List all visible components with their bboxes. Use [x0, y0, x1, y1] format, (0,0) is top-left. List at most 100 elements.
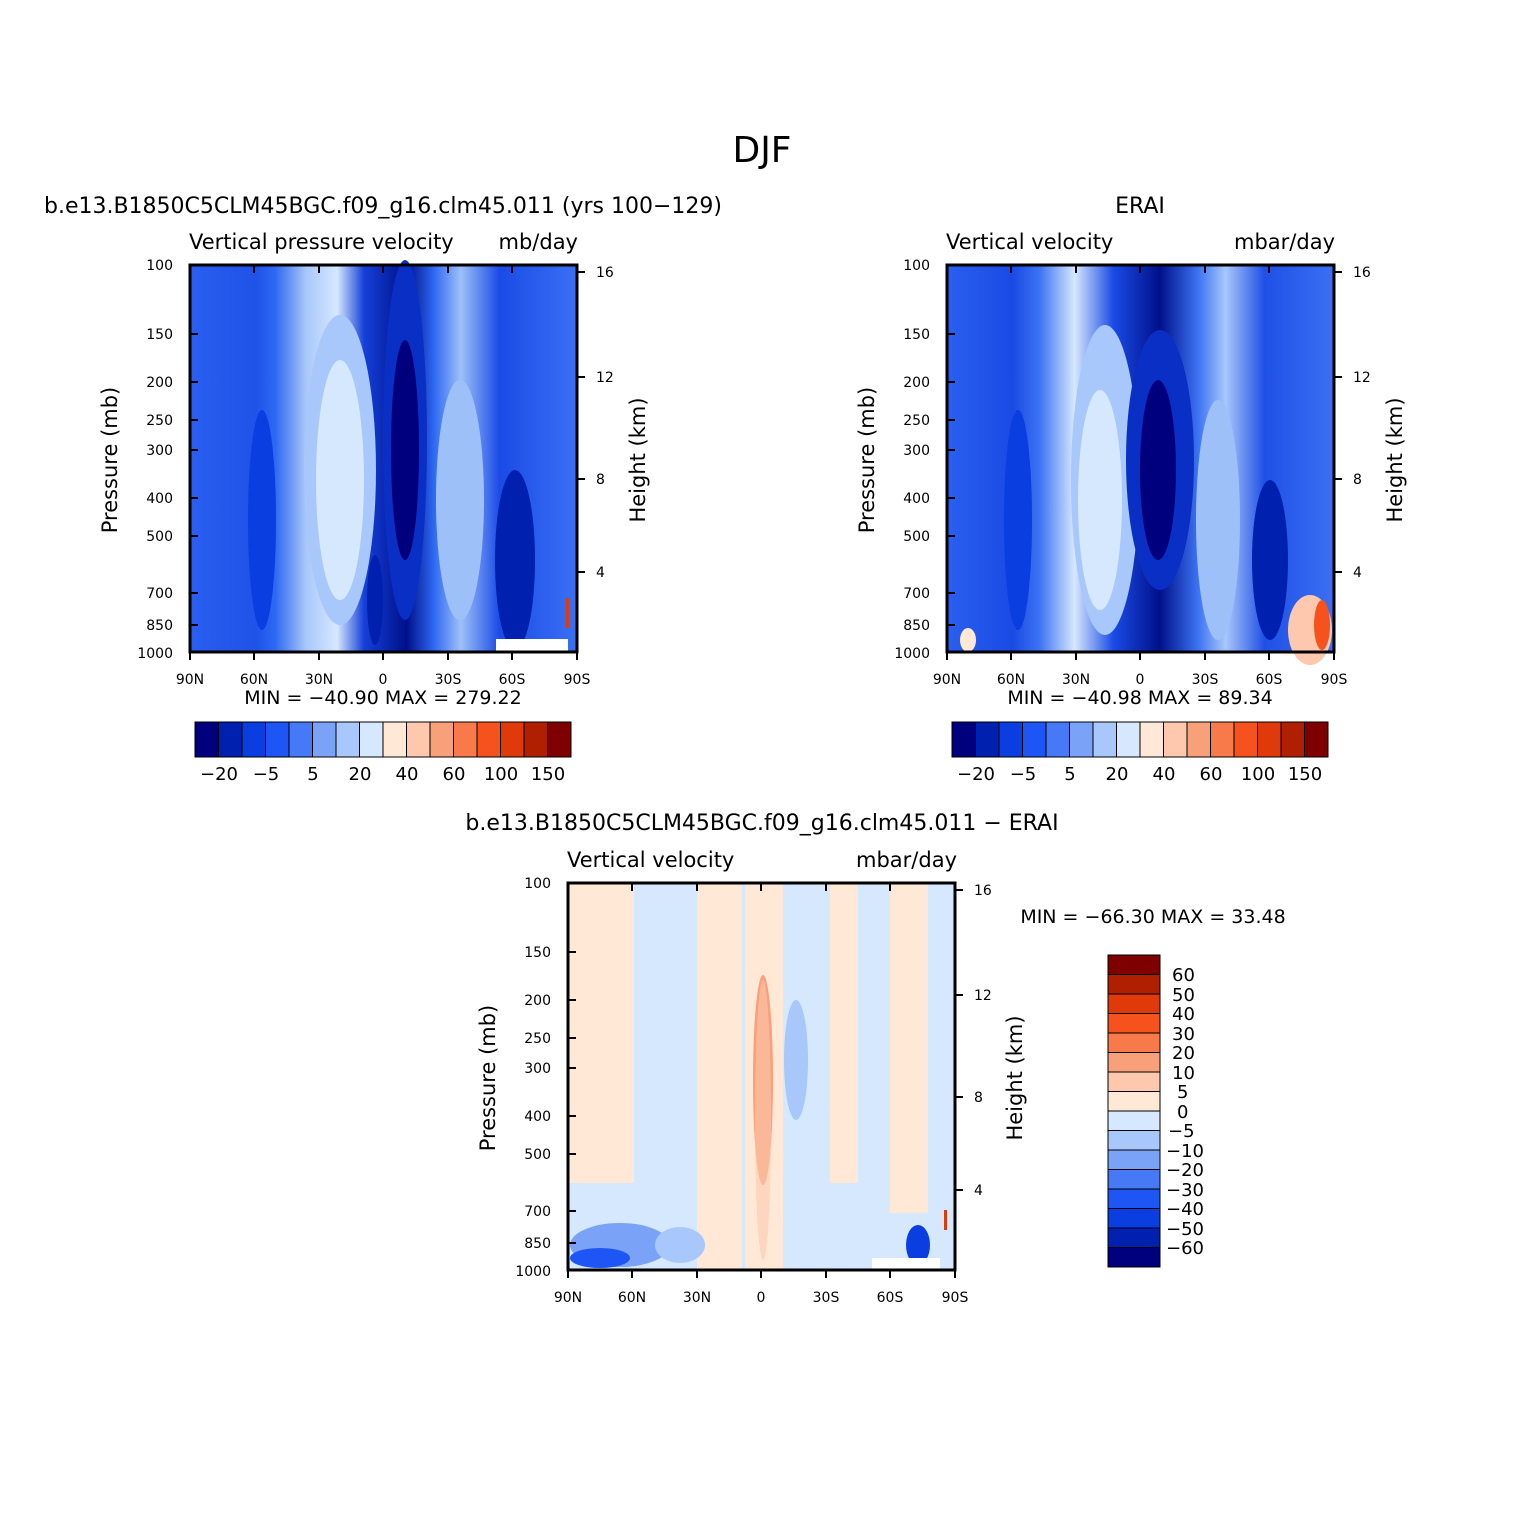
- colorbar-label: 40: [1153, 764, 1176, 785]
- height-tick-label: 16: [596, 265, 614, 281]
- colorbar-label: 40: [1172, 1004, 1195, 1025]
- colorbar-label: −40: [1166, 1199, 1204, 1220]
- colorbar-cell: [288, 721, 313, 758]
- colorbar-cell: [1116, 721, 1141, 758]
- colorbar-cell: [1092, 721, 1117, 758]
- pressure-tick-label: 150: [146, 327, 173, 343]
- panel-obs-field: [945, 263, 1336, 665]
- colorbar-cell: [975, 721, 1000, 758]
- lat-tick-label: 90N: [933, 672, 961, 688]
- colorbar-cell: [218, 721, 243, 758]
- panel-obs-title: ERAI: [1115, 194, 1165, 219]
- colorbar-cell: [1107, 1071, 1161, 1092]
- colorbar-cell: [1257, 721, 1282, 758]
- colorbar-cell: [547, 721, 572, 758]
- pressure-tick-label: 700: [903, 586, 930, 602]
- colorbar-cell: [1107, 1247, 1161, 1268]
- panel-diff-left-axis: 100 150 200 250 300 400 500 700 850 1000…: [476, 876, 576, 1280]
- pressure-tick-label: 500: [146, 529, 173, 545]
- colorbar-cell: [406, 721, 431, 758]
- panel-diff-right-axis: 16 12 8 4 Height (km): [955, 883, 1027, 1199]
- pressure-tick-label: 100: [903, 258, 930, 274]
- height-tick-label: 4: [596, 565, 605, 581]
- panel-obs-bottom-axis: 90N 60N 30N 0 30S 60S 90S: [933, 265, 1347, 688]
- lat-tick-label: 0: [757, 1290, 766, 1306]
- pressure-tick-label: 400: [524, 1109, 551, 1125]
- colorbar-cell: [1210, 721, 1235, 758]
- height-tick-label: 8: [596, 472, 605, 488]
- height-tick-label: 4: [974, 1183, 983, 1199]
- height-tick-label: 8: [974, 1090, 983, 1106]
- panel-diff-title: b.e13.B1850C5CLM45BGC.f09_g16.clm45.011 …: [465, 811, 1058, 836]
- pressure-tick-label: 1000: [137, 646, 173, 662]
- pressure-tick-label: 300: [524, 1061, 551, 1077]
- pressure-tick-label: 500: [524, 1147, 551, 1163]
- colorbar-cell: [1107, 1110, 1161, 1131]
- panel-obs-units-label: mbar/day: [1234, 230, 1335, 254]
- colorbar-cell: [312, 721, 337, 758]
- height-tick-label: 16: [974, 883, 992, 899]
- panel-model-right-axis: 16 12 8 4 Height (km): [577, 265, 650, 581]
- pressure-tick-label: 500: [903, 529, 930, 545]
- pressure-tick-label: 300: [903, 443, 930, 459]
- panel-model: b.e13.B1850C5CLM45BGC.f09_g16.clm45.011 …: [44, 194, 722, 785]
- colorbar-cell: [194, 721, 219, 758]
- lat-tick-label: 60S: [499, 672, 526, 688]
- height-tick-label: 12: [974, 988, 992, 1004]
- colorbar-cell: [1186, 721, 1211, 758]
- pressure-tick-label: 1000: [894, 646, 930, 662]
- height-tick-label: 16: [1353, 265, 1371, 281]
- colorbar-label: −20: [200, 764, 238, 785]
- colorbar-cell: [1280, 721, 1305, 758]
- pressure-tick-label: 400: [903, 491, 930, 507]
- pressure-axis-label: Pressure (mb): [476, 1005, 500, 1152]
- panel-diff-colorbar: 60 50 40 30 20 10 5 0 −5 −10 −20 −30 −40…: [1107, 954, 1204, 1268]
- lat-tick-label: 60N: [240, 672, 268, 688]
- panel-model-bottom-axis: 90N 60N 30N 0 30S 60S 90S: [176, 265, 590, 688]
- colorbar-cell: [1107, 1130, 1161, 1151]
- pressure-tick-label: 250: [903, 413, 930, 429]
- pressure-tick-label: 300: [146, 443, 173, 459]
- pressure-tick-label: 700: [524, 1204, 551, 1220]
- colorbar-label: 60: [1172, 965, 1195, 986]
- colorbar-label: 100: [1241, 764, 1275, 785]
- colorbar-cell: [476, 721, 501, 758]
- panel-model-field: [188, 260, 579, 654]
- pressure-tick-label: 150: [903, 327, 930, 343]
- colorbar-label: 5: [1177, 1082, 1188, 1103]
- colorbar-cell: [1107, 974, 1161, 995]
- height-axis-label: Height (km): [1003, 1015, 1027, 1140]
- colorbar-label: 20: [349, 764, 372, 785]
- lat-tick-label: 60S: [1256, 672, 1283, 688]
- pressure-tick-label: 850: [903, 618, 930, 634]
- colorbar-cell: [1045, 721, 1070, 758]
- lat-tick-label: 0: [379, 672, 388, 688]
- panel-obs-right-axis: 16 12 8 4 Height (km): [1334, 265, 1407, 581]
- colorbar-cell: [1107, 1032, 1161, 1053]
- panel-model-units-label: mb/day: [499, 230, 579, 254]
- pressure-axis-label: Pressure (mb): [855, 387, 879, 534]
- colorbar-cell: [1107, 1149, 1161, 1170]
- panel-diff-bottom-axis: 90N 60N 30N 0 30S 60S 90S: [554, 883, 968, 1306]
- colorbar-label: 60: [443, 764, 466, 785]
- lat-tick-label: 30S: [1192, 672, 1219, 688]
- panel-model-left-axis: 100 150 200 250 300 400 500 700 850 1000…: [98, 258, 198, 662]
- colorbar-cell: [1107, 1091, 1161, 1112]
- colorbar-label: 5: [1064, 764, 1075, 785]
- lat-tick-label: 90N: [554, 1290, 582, 1306]
- colorbar-cell: [1107, 954, 1161, 975]
- colorbar-cell: [1069, 721, 1094, 758]
- colorbar-cell: [1107, 1188, 1161, 1209]
- colorbar-cell: [1107, 993, 1161, 1014]
- colorbar-label: 0: [1177, 1102, 1188, 1123]
- colorbar-cell: [998, 721, 1023, 758]
- colorbar-cell: [429, 721, 454, 758]
- panel-model-title: b.e13.B1850C5CLM45BGC.f09_g16.clm45.011 …: [44, 194, 722, 219]
- colorbar-label: −10: [1166, 1141, 1204, 1162]
- panel-diff: b.e13.B1850C5CLM45BGC.f09_g16.clm45.011 …: [465, 811, 1285, 1306]
- pressure-axis-label: Pressure (mb): [98, 387, 122, 534]
- colorbar-label: −50: [1166, 1219, 1204, 1240]
- height-tick-label: 4: [1353, 565, 1362, 581]
- colorbar-label: 10: [1172, 1063, 1195, 1084]
